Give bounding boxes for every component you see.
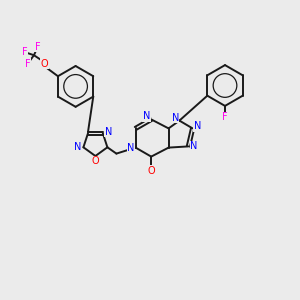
Text: N: N	[172, 112, 179, 123]
Text: O: O	[40, 58, 48, 69]
Text: O: O	[147, 166, 155, 176]
Text: F: F	[35, 42, 40, 52]
Text: F: F	[22, 47, 27, 57]
Text: N: N	[74, 142, 82, 152]
Text: O: O	[92, 156, 99, 167]
Text: N: N	[190, 141, 197, 152]
Text: N: N	[194, 121, 201, 131]
Text: N: N	[143, 111, 150, 122]
Text: F: F	[222, 112, 228, 122]
Text: N: N	[127, 142, 134, 153]
Text: F: F	[25, 58, 30, 69]
Text: N: N	[104, 127, 112, 137]
